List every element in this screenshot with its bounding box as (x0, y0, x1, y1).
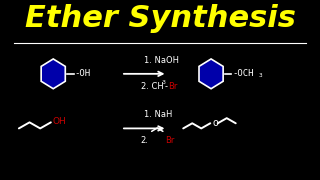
Text: -: - (165, 82, 168, 91)
Text: 1. NaH: 1. NaH (144, 111, 172, 120)
Text: o: o (212, 118, 218, 128)
Text: 3: 3 (162, 80, 166, 85)
Polygon shape (199, 59, 223, 89)
Text: 3: 3 (259, 73, 262, 78)
Text: Br: Br (168, 82, 178, 91)
Text: Br: Br (165, 136, 175, 145)
Text: -OCH: -OCH (232, 69, 254, 78)
Text: 1. NaOH: 1. NaOH (144, 56, 179, 65)
Text: 2. CH: 2. CH (140, 82, 163, 91)
Text: -OH: -OH (75, 69, 91, 78)
Polygon shape (41, 59, 65, 89)
Text: Ether Synthesis: Ether Synthesis (25, 4, 295, 33)
Text: OH: OH (53, 117, 67, 126)
Text: 2.: 2. (140, 136, 148, 145)
